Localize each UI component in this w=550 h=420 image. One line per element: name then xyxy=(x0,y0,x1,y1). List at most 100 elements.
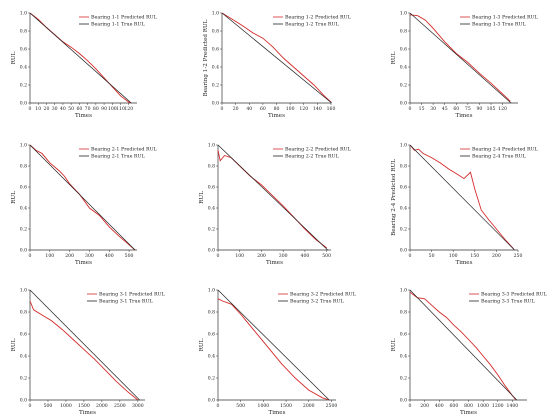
y-tick-label: 0.6 xyxy=(20,47,27,53)
y-tick-label: 1.0 xyxy=(208,143,215,149)
y-tick-label: 0.4 xyxy=(20,206,27,212)
legend-entry: Bearing 2-2 True RUL xyxy=(285,154,340,160)
y-tick-label: 0.0 xyxy=(400,398,407,404)
x-tick-label: 2000 xyxy=(303,403,315,409)
y-axis-label: Bearing 2-4 Predicted RUL xyxy=(391,159,397,236)
x-tick-label: 300 xyxy=(85,253,94,259)
true-rul-line xyxy=(217,144,328,251)
y-tick-label: 0.2 xyxy=(400,227,407,233)
legend-entry: Bearing 1-2 Predicted RUL xyxy=(285,15,352,21)
x-tick-label: 0 xyxy=(29,403,32,409)
y-tick-label: 0.4 xyxy=(400,65,407,71)
y-tick-label: 0.8 xyxy=(400,310,407,316)
predicted-rul-line xyxy=(409,291,517,401)
x-tick-label: 2500 xyxy=(114,403,126,409)
x-tick-label: 15 xyxy=(419,106,425,112)
x-axis-label: Times xyxy=(75,260,92,266)
chart-panel-7: 0.0 0.2 0.4 0.6 0.8 1.0 0 500 1000 1500 2000 2500 30… xyxy=(11,288,166,416)
y-tick-label: 1.0 xyxy=(400,288,407,294)
x-tick-label: 0 xyxy=(409,403,412,409)
x-tick-label: 2000 xyxy=(96,403,108,409)
legend-entry: Bearing 2-2 Predicted RUL xyxy=(285,147,352,153)
x-tick-label: 150 xyxy=(470,253,479,259)
x-tick-label: 50 xyxy=(429,253,435,259)
x-axis-label: Times xyxy=(455,113,472,119)
y-tick-label: 0.0 xyxy=(208,398,215,404)
y-axis-label: RUL xyxy=(11,51,17,64)
y-tick-label: 0.8 xyxy=(400,164,407,170)
x-tick-label: 30 xyxy=(430,106,436,112)
predicted-rul-line xyxy=(409,144,515,250)
x-tick-label: 1200 xyxy=(492,403,504,409)
y-tick-label: 0.8 xyxy=(212,29,219,35)
x-tick-label: 60 xyxy=(260,106,266,112)
y-tick-label: 0.4 xyxy=(20,65,27,71)
x-axis-label: Times xyxy=(75,113,92,119)
legend-entry: Bearing 3-2 True RUL xyxy=(290,299,345,305)
x-tick-label: 30 xyxy=(52,106,58,112)
legend-entry: Bearing 2-1 True RUL xyxy=(91,154,146,160)
x-tick-label: 45 xyxy=(442,106,448,112)
y-tick-label: 0.2 xyxy=(208,227,215,233)
y-tick-label: 0.8 xyxy=(20,29,27,35)
x-axis-label: Times xyxy=(455,260,472,266)
y-tick-label: 0.0 xyxy=(20,398,27,404)
y-tick-label: 0.2 xyxy=(400,376,407,382)
predicted-rul-line xyxy=(217,298,330,401)
y-tick-label: 0.8 xyxy=(400,29,407,35)
legend-entry: Bearing 3-3 Predicted RUL xyxy=(481,292,548,298)
y-tick-label: 0.2 xyxy=(20,227,27,233)
x-tick-label: 600 xyxy=(449,403,458,409)
y-tick-label: 0.4 xyxy=(212,65,219,71)
true-rul-line xyxy=(217,289,330,401)
y-tick-label: 0.6 xyxy=(212,47,219,53)
x-tick-label: 500 xyxy=(236,403,245,409)
y-tick-label: 0.6 xyxy=(208,185,215,191)
x-tick-label: 60 xyxy=(453,106,459,112)
legend-entry: Bearing 3-1 True RUL xyxy=(99,299,154,305)
y-tick-label: 0.8 xyxy=(208,164,215,170)
chart-panel-9: 0.0 0.2 0.4 0.6 0.8 1.0 0 200 400 600 800 1000 1200 1… xyxy=(391,288,548,416)
x-tick-label: 70 xyxy=(85,106,91,112)
true-rul-line xyxy=(29,289,140,401)
legend-entry: Bearing 3-2 Predicted RUL xyxy=(290,292,357,298)
x-tick-label: 40 xyxy=(246,106,252,112)
y-tick-label: 0.8 xyxy=(20,310,27,316)
y-tick-label: 1.0 xyxy=(20,288,27,294)
y-tick-label: 0.2 xyxy=(20,83,27,89)
legend-entry: Bearing 2-1 Predicted RUL xyxy=(91,147,158,153)
y-tick-label: 1.0 xyxy=(20,11,27,17)
y-tick-label: 0.8 xyxy=(20,164,27,170)
x-tick-label: 400 xyxy=(301,253,310,259)
predicted-rul-line xyxy=(221,12,332,103)
x-tick-label: 120 xyxy=(299,106,308,112)
x-tick-label: 50 xyxy=(68,106,74,112)
y-tick-label: 0.6 xyxy=(400,332,407,338)
x-axis-label: Times xyxy=(79,410,96,416)
chart-panel-3: 0.0 0.2 0.4 0.6 0.8 1.0 0 15 30 45 60 75 90 105 120 Tim… xyxy=(391,11,539,119)
x-tick-label: 100 xyxy=(235,253,244,259)
chart-panel-2: 0.0 0.2 0.4 0.6 0.8 1.0 0 20 40 60 80 100 120 140 160 T… xyxy=(203,11,352,119)
y-tick-label: 0.0 xyxy=(212,101,219,107)
x-tick-label: 300 xyxy=(279,253,288,259)
x-tick-label: 120 xyxy=(498,106,507,112)
legend-entry: Bearing 3-3 True RUL xyxy=(481,299,536,305)
y-tick-label: 0.4 xyxy=(400,206,407,212)
x-tick-label: 0 xyxy=(29,253,32,259)
y-tick-label: 1.0 xyxy=(400,11,407,17)
y-tick-label: 0.2 xyxy=(212,83,219,89)
legend-entry: Bearing 1-3 True RUL xyxy=(472,22,527,28)
x-tick-label: 0 xyxy=(29,106,32,112)
legend-entry: Bearing 3-1 Predicted RUL xyxy=(99,292,166,298)
chart-panel-1: 0.0 0.2 0.4 0.6 0.8 1.0 0 10 20 30 40 50 60 70 80 90 100… xyxy=(11,11,158,119)
y-tick-label: 0.2 xyxy=(20,376,27,382)
x-tick-label: 100 xyxy=(108,106,117,112)
legend-entry: Bearing 1-3 Predicted RUL xyxy=(472,15,539,21)
y-tick-label: 0.4 xyxy=(20,354,27,360)
chart-panel-6: 0.0 0.2 0.4 0.6 0.8 1.0 0 50 100 150 200 250 Times Be… xyxy=(391,143,539,266)
chart-panel-5: 0.0 0.2 0.4 0.6 0.8 1.0 0 100 200 300 400 500 Times R… xyxy=(199,143,352,266)
x-tick-label: 500 xyxy=(44,403,53,409)
y-tick-label: 0.0 xyxy=(20,101,27,107)
x-tick-label: 1000 xyxy=(477,403,489,409)
